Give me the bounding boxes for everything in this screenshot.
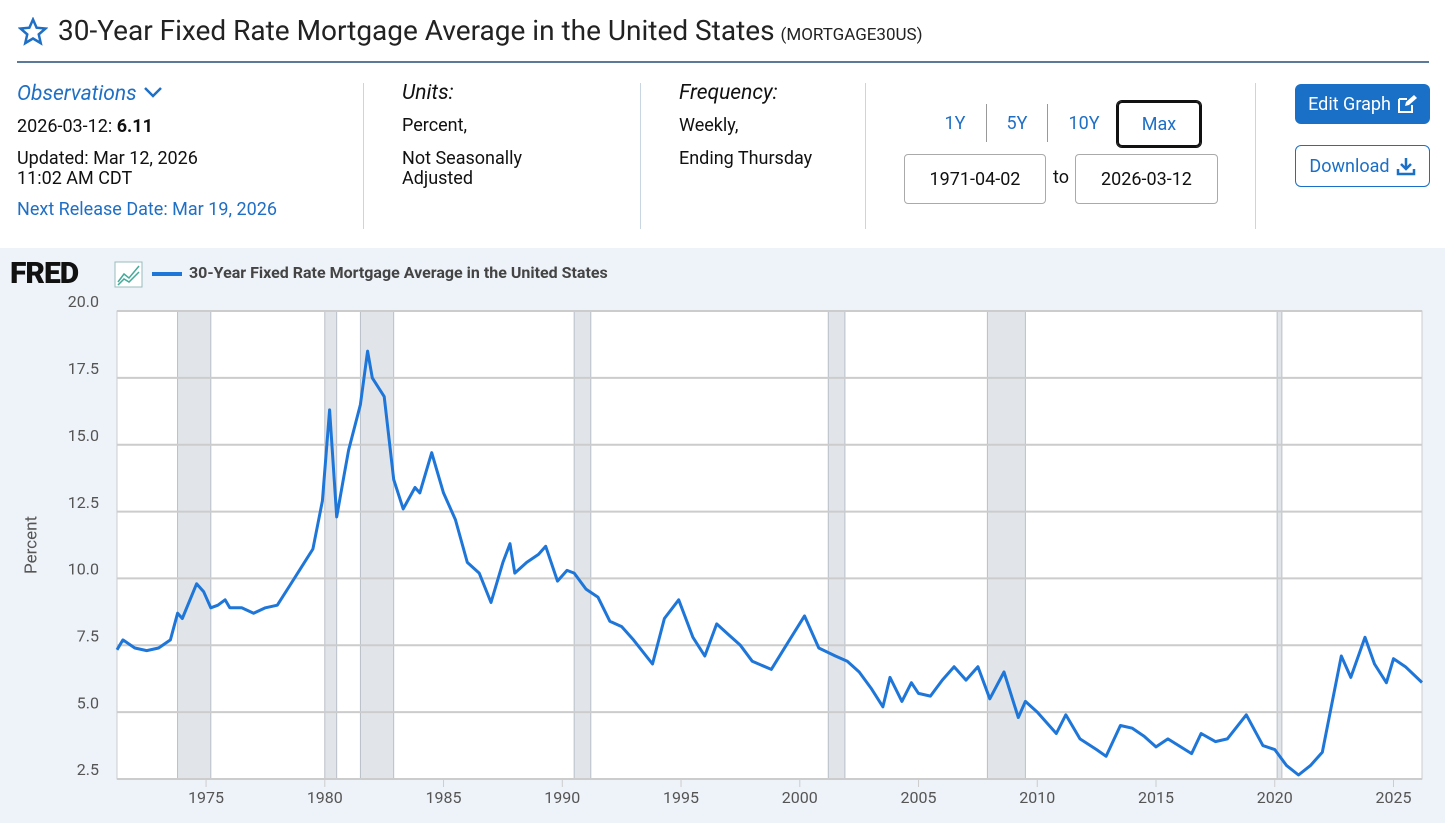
chevron-icon[interactable] [142, 84, 164, 100]
recession-band [177, 310, 212, 780]
download-icon[interactable] [1396, 156, 1416, 176]
range-button-active[interactable]: Max [1117, 101, 1201, 147]
star-icon[interactable] [18, 17, 48, 47]
x-tick-label: 1990 [544, 788, 580, 807]
units-2: Not Seasonally Adjusted [402, 148, 523, 189]
updated: Updated: Mar 12, 2026 11:02 AM CDT [17, 149, 198, 189]
x-tick-label: 2000 [782, 788, 818, 807]
y-tick-label: 20.0 [68, 292, 99, 311]
y-axis-label: Percent [21, 516, 41, 574]
x-tick-label: 1975 [188, 788, 224, 807]
recession-band [573, 310, 592, 780]
x-tick-label: 2010 [1019, 788, 1055, 807]
obs-date: 2026-03-12: [17, 116, 113, 137]
brand: FRED [10, 256, 79, 291]
recession-band [1276, 310, 1283, 780]
obs-value: 6.11 [116, 116, 153, 137]
divider [17, 61, 1429, 63]
units-label: Units: [402, 81, 454, 105]
next-release[interactable]: Next Release Date: Mar 19, 2026 [17, 199, 277, 220]
separator [865, 83, 866, 229]
y-tick-label: 17.5 [68, 359, 99, 378]
title-row: 30-Year Fixed Rate Mortgage Average in t… [58, 14, 923, 47]
recession-band [986, 310, 1026, 780]
title: 30-Year Fixed Rate Mortgage Average in t… [58, 14, 775, 47]
range-button[interactable]: 1Y [944, 112, 966, 134]
y-tick-label: 7.5 [77, 627, 99, 646]
x-tick-label: 2025 [1376, 788, 1412, 807]
chart: FRED 30-Year Fixed Rate Mortgage Average… [10, 256, 1424, 807]
separator [363, 83, 364, 229]
separator [1047, 104, 1048, 142]
end-date-input[interactable]: 2026-03-12 [1075, 154, 1218, 204]
series-id: (MORTGAGE30US) [780, 25, 923, 45]
y-tick-label: 2.5 [77, 760, 99, 779]
updated-time: 11:02 AM CDT [17, 168, 133, 189]
start-date-input[interactable]: 1971-04-02 [904, 154, 1046, 204]
y-tick-label: 5.0 [77, 693, 99, 712]
y-tick-label: 10.0 [68, 560, 99, 579]
x-tick-label: 1980 [307, 788, 343, 807]
separator [986, 104, 987, 142]
y-tick-label: 12.5 [68, 493, 99, 512]
y-tick-label: 15.0 [68, 426, 99, 445]
x-tick-label: 2005 [901, 788, 937, 807]
x-tick-label: 2020 [1257, 788, 1293, 807]
observations-toggle[interactable]: Observations [17, 82, 164, 106]
to-label: to [1053, 167, 1069, 188]
legend-label: 30-Year Fixed Rate Mortgage Average in t… [189, 263, 608, 282]
range-button[interactable]: 10Y [1068, 112, 1100, 134]
range-button[interactable]: 5Y [1006, 112, 1028, 134]
plot-border [116, 310, 1423, 780]
frequency-label: Frequency: [679, 81, 778, 105]
recession-band [827, 310, 846, 780]
observation: 2026-03-12: 6.11 [17, 116, 153, 137]
recession-band [359, 310, 395, 780]
updated-date: Updated: Mar 12, 2026 [17, 148, 198, 169]
edit-icon[interactable] [1397, 94, 1417, 114]
x-tick-label: 1985 [426, 788, 462, 807]
frequency-2: Ending Thursday [679, 148, 813, 169]
observations-label[interactable]: Observations [17, 82, 137, 106]
edit-graph-label[interactable]: Edit Graph [1308, 93, 1391, 115]
x-tick-label: 2015 [1138, 788, 1174, 807]
series-line [115, 349, 1424, 777]
separator [1255, 83, 1256, 229]
download-label[interactable]: Download [1309, 155, 1390, 177]
separator [640, 83, 641, 229]
brand-icon [114, 261, 143, 288]
recession-band [324, 310, 338, 780]
edit-graph-button[interactable]: Edit Graph [1295, 84, 1430, 124]
frequency-1: Weekly, [679, 115, 739, 136]
units-1: Percent, [402, 115, 468, 136]
download-button[interactable]: Download [1295, 145, 1430, 187]
x-tick-label: 1995 [663, 788, 699, 807]
